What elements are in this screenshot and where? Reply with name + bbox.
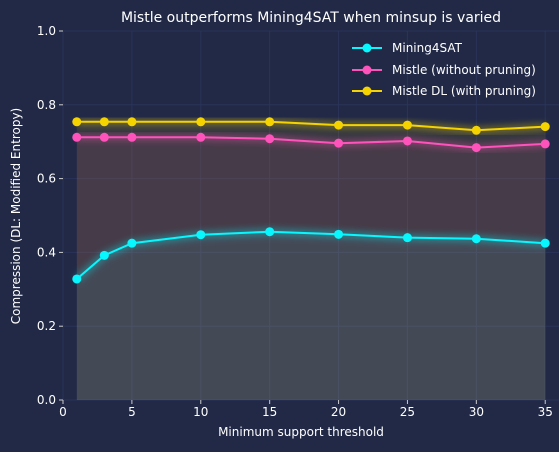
legend-item: Mistle DL (with pruning)	[352, 84, 536, 98]
data-point	[99, 132, 109, 142]
data-point	[471, 143, 481, 153]
data-point	[265, 117, 275, 127]
data-point	[334, 138, 344, 148]
data-point	[402, 120, 412, 130]
legend-label: Mistle DL (with pruning)	[392, 84, 536, 98]
data-point	[127, 132, 137, 142]
data-point	[402, 136, 412, 146]
series-area	[76, 137, 546, 400]
data-point	[265, 134, 275, 144]
x-tick-label: 35	[538, 405, 553, 419]
data-point	[72, 132, 82, 142]
series-area	[76, 231, 546, 400]
x-tick-label: 5	[128, 405, 136, 419]
data-point	[402, 233, 412, 243]
x-tick-label: 10	[193, 405, 208, 419]
axis-ticks: 0 5 10 15 20 25 30 35 0.0 0.2 0.4 0.6 0.8 1.0	[37, 24, 553, 419]
data-point	[196, 132, 206, 142]
legend-marker	[362, 43, 372, 53]
x-tick-label: 30	[469, 405, 484, 419]
legend-marker	[362, 86, 372, 96]
y-tick-label: 0.8	[37, 98, 56, 112]
y-tick-label: 0.2	[37, 319, 56, 333]
x-tick-label: 25	[400, 405, 415, 419]
data-point	[334, 120, 344, 130]
series-area	[76, 121, 546, 400]
y-tick-label: 0.4	[37, 245, 56, 259]
data-point	[127, 117, 137, 127]
legend-label: Mining4SAT	[392, 41, 463, 55]
data-points	[72, 117, 550, 284]
data-point	[99, 250, 109, 260]
data-point	[334, 229, 344, 239]
x-axis-label: Minimum support threshold	[218, 425, 384, 439]
data-point	[72, 117, 82, 127]
data-point	[196, 230, 206, 240]
y-axis-label: Compression (DL: Modified Entropy)	[9, 108, 23, 324]
legend: Mining4SAT Mistle (without pruning) Mist…	[352, 41, 536, 98]
data-point	[540, 122, 550, 132]
data-point	[265, 227, 275, 237]
area-fills	[76, 121, 546, 400]
data-point	[471, 234, 481, 244]
data-point	[540, 139, 550, 149]
data-point	[99, 117, 109, 127]
legend-item: Mining4SAT	[352, 41, 463, 55]
grid	[62, 30, 559, 401]
x-tick-label: 20	[331, 405, 346, 419]
y-tick-label: 1.0	[37, 24, 56, 38]
data-point	[127, 238, 137, 248]
chart-title: Mistle outperforms Mining4SAT when minsu…	[121, 10, 501, 26]
legend-label: Mistle (without pruning)	[392, 63, 536, 77]
data-point	[196, 117, 206, 127]
x-tick-label: 15	[262, 405, 277, 419]
data-point	[72, 274, 82, 284]
y-tick-label: 0.0	[37, 393, 56, 407]
x-tick-label: 0	[59, 405, 67, 419]
y-tick-label: 0.6	[37, 172, 56, 186]
data-point	[471, 125, 481, 135]
data-point	[540, 238, 550, 248]
legend-item: Mistle (without pruning)	[352, 63, 536, 77]
legend-marker	[362, 65, 372, 75]
